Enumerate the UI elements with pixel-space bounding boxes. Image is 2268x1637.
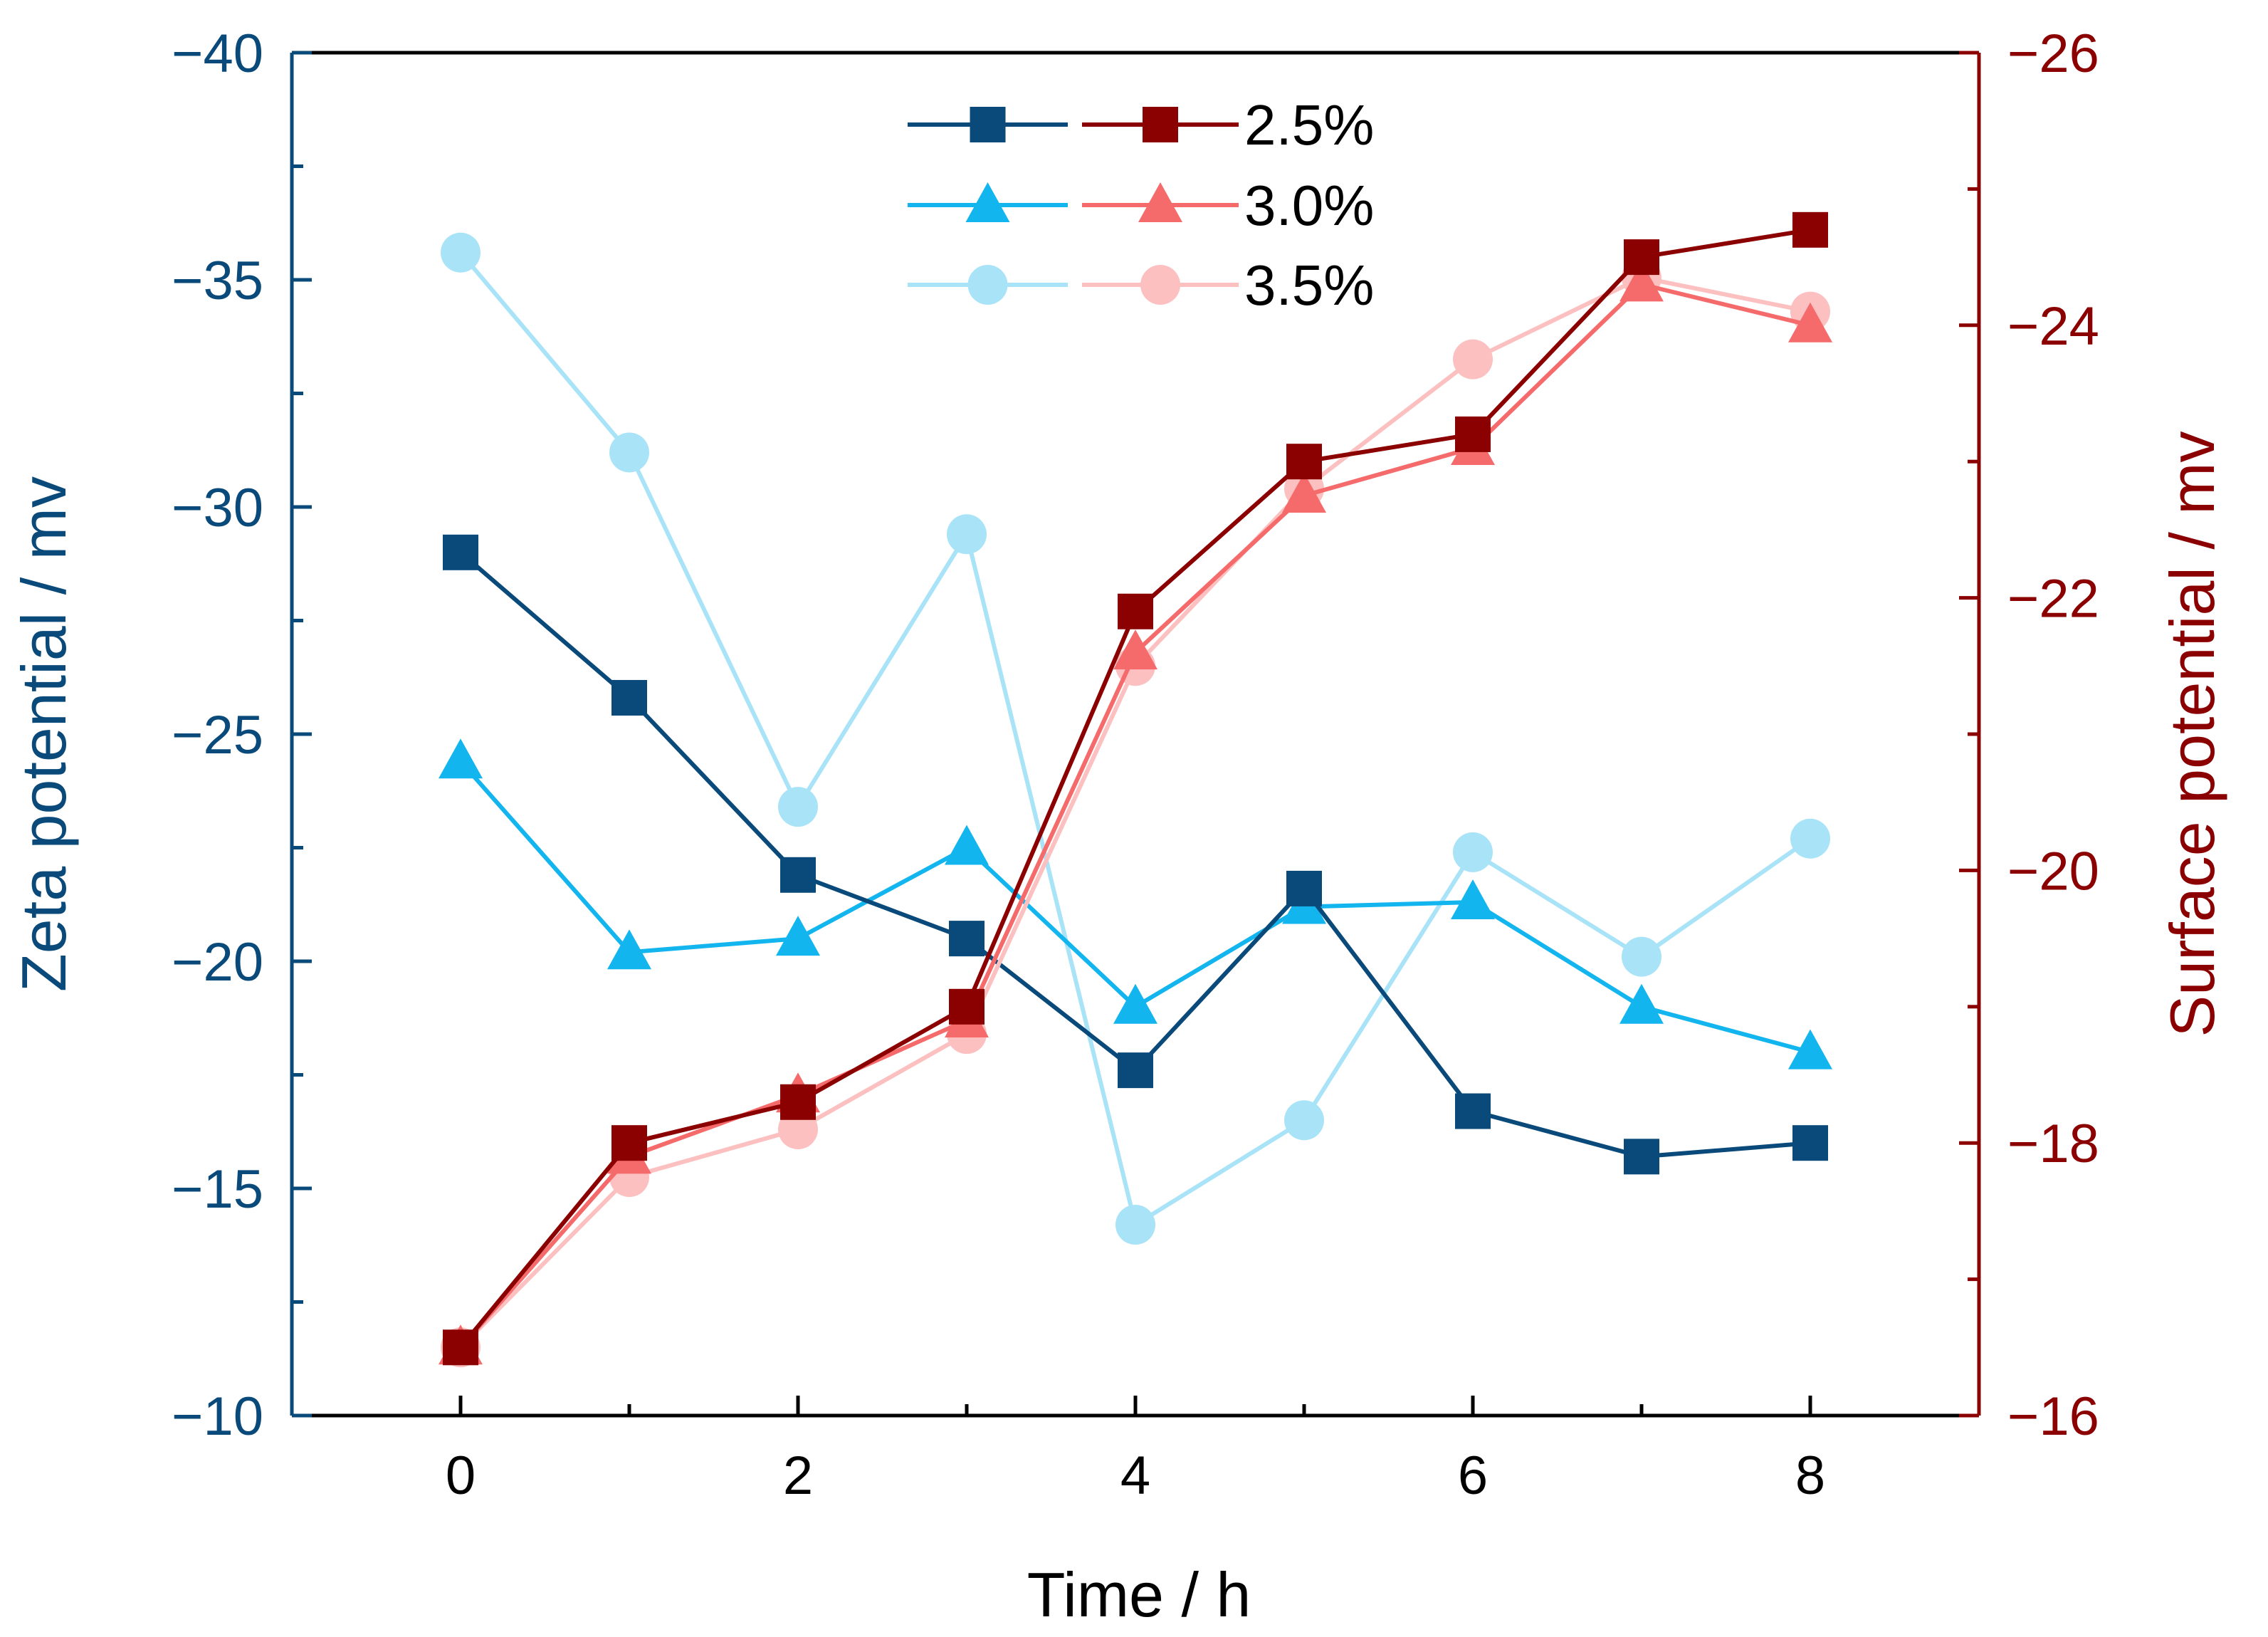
data-point	[1788, 302, 1832, 342]
left-y-tick-label: −30	[172, 478, 263, 538]
data-point	[609, 432, 649, 473]
data-point	[1118, 1052, 1153, 1089]
data-point	[1113, 629, 1157, 670]
data-point	[1118, 593, 1153, 629]
data-point	[1453, 832, 1493, 872]
left-y-tick-label: −35	[172, 251, 263, 311]
data-point	[1115, 1205, 1155, 1245]
series-layer	[439, 211, 1832, 1368]
legend-label: 2.5%	[1244, 93, 1374, 157]
data-point	[1792, 1125, 1828, 1161]
data-point	[439, 738, 483, 779]
data-point	[778, 787, 818, 827]
data-point	[949, 988, 985, 1025]
legend-marker-right	[1138, 182, 1182, 222]
data-point	[1792, 211, 1828, 248]
data-point	[443, 534, 478, 570]
data-point	[1113, 983, 1157, 1024]
data-point	[1790, 818, 1830, 859]
right-y-tick-label: −20	[2007, 841, 2099, 901]
data-point	[1619, 261, 1664, 302]
legend-label: 3.0%	[1244, 174, 1374, 237]
x-tick-label: 8	[1795, 1445, 1825, 1506]
data-point	[1286, 444, 1322, 480]
legend-label: 3.5%	[1244, 253, 1374, 317]
data-point	[1455, 416, 1491, 452]
left-y-tick-label: −15	[172, 1159, 263, 1220]
data-point	[945, 825, 989, 865]
data-point	[607, 929, 651, 970]
data-point	[611, 1125, 647, 1161]
x-tick-label: 4	[1120, 1445, 1150, 1506]
left-y-tick-label: −20	[172, 932, 263, 993]
data-point	[1619, 983, 1664, 1024]
data-point	[780, 857, 816, 893]
data-point	[1451, 879, 1495, 920]
right-y-tick-label: −18	[2007, 1114, 2099, 1174]
x-tick-label: 2	[783, 1445, 813, 1506]
x-tick-label: 0	[446, 1445, 476, 1506]
legend: 2.5% 3.0% 3.5%	[908, 93, 1374, 317]
right-y-tick-label: −26	[2007, 23, 2099, 84]
right-y-tick-label: −24	[2007, 296, 2099, 357]
data-point	[611, 679, 647, 716]
left-y-tick-label: −40	[172, 23, 263, 84]
data-point	[1622, 936, 1661, 977]
data-point	[1624, 1139, 1659, 1175]
legend-entry: 3.5%	[908, 253, 1374, 317]
series-3-5-zeta	[441, 232, 1830, 1245]
series-2-5-surface	[443, 211, 1828, 1366]
legend-entry: 2.5%	[908, 93, 1374, 157]
legend-marker-left	[967, 265, 1008, 305]
legend-entry: 3.0%	[908, 174, 1374, 237]
data-point	[1788, 1029, 1832, 1069]
data-point	[441, 232, 481, 273]
legend-marker-left	[970, 107, 1006, 142]
data-point	[1286, 870, 1322, 906]
data-point	[1624, 239, 1659, 276]
data-point	[1453, 339, 1493, 380]
data-point	[1282, 473, 1326, 513]
data-point	[1455, 1093, 1491, 1129]
legend-marker-right	[1140, 265, 1180, 305]
legend-marker-left	[965, 182, 1010, 222]
x-axis-title: Time / h	[1027, 1559, 1251, 1630]
data-point	[776, 916, 820, 956]
left-y-axis-title: Zeta potential / mv	[9, 476, 79, 992]
data-point	[1284, 1100, 1324, 1141]
data-point	[947, 514, 987, 555]
data-point	[949, 921, 985, 957]
left-y-tick-label: −25	[172, 705, 263, 765]
left-y-tick-label: −10	[172, 1386, 263, 1447]
series-3-0-zeta	[439, 738, 1832, 1069]
data-point	[780, 1084, 816, 1120]
legend-marker-right	[1143, 107, 1178, 142]
right-y-tick-label: −22	[2007, 569, 2099, 629]
right-y-tick-label: −16	[2007, 1386, 2099, 1447]
data-point	[443, 1329, 478, 1366]
x-tick-label: 6	[1458, 1445, 1488, 1506]
axes-layer: 0 2 4 6 8 Time / h −10 −15 −20 −25 −30 −35 −40 Zeta p…	[9, 23, 2227, 1630]
series-2-5-zeta	[443, 534, 1828, 1175]
right-y-axis-title: Surface potential / mv	[2157, 431, 2227, 1037]
